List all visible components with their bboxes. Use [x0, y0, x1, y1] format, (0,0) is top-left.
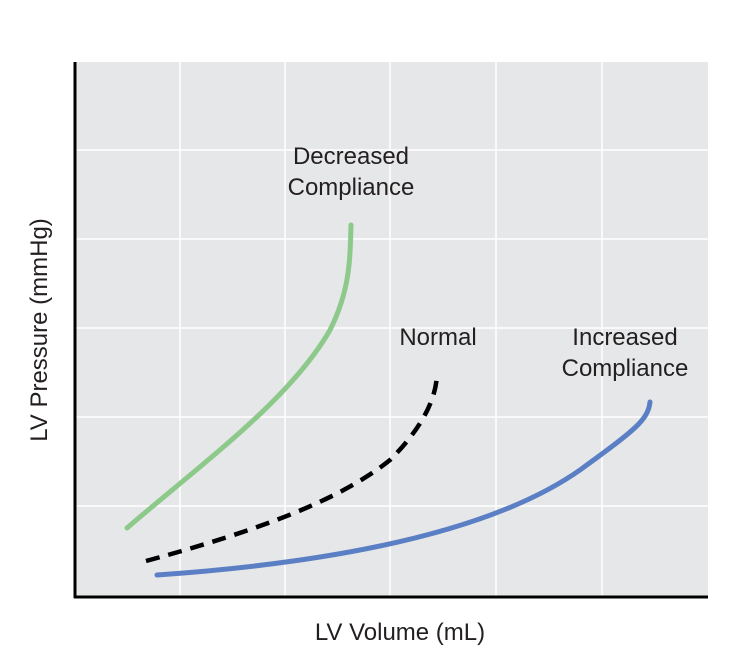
curve-label: Compliance [288, 174, 415, 201]
curve-label: Compliance [562, 355, 689, 382]
x-axis-label: LV Volume (mL) [315, 619, 485, 646]
curve-normal [145, 371, 440, 564]
curve-label: Increased [572, 324, 677, 351]
curve-decreased [124, 222, 354, 531]
curve-label: Decreased [293, 143, 409, 170]
curve-increased [154, 399, 653, 578]
y-axis-label: LV Pressure (mmHg) [26, 218, 53, 442]
curve-label: Normal [399, 324, 476, 351]
grid [75, 62, 708, 597]
